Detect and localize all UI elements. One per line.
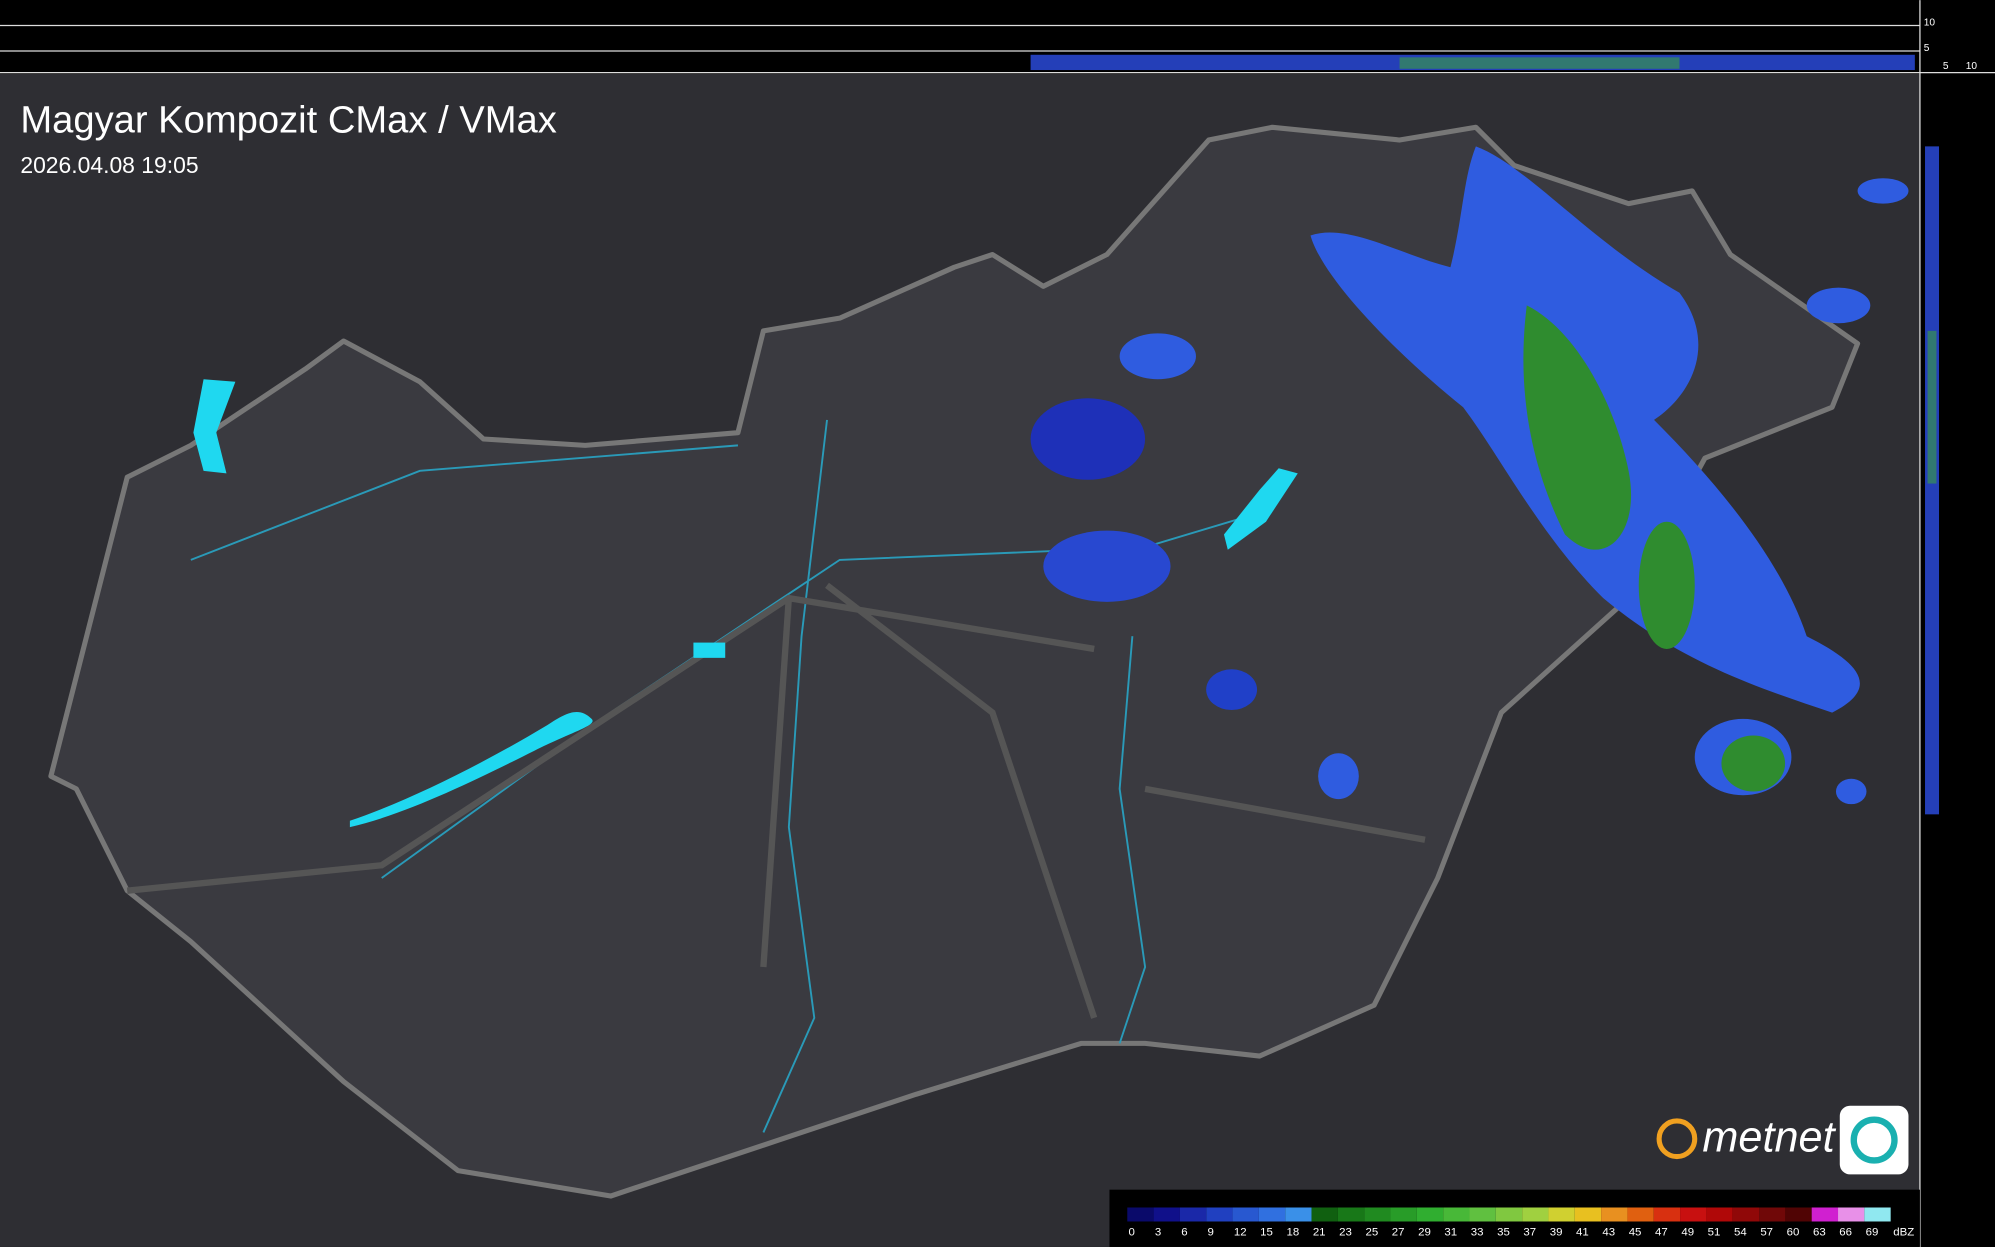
echo: [1523, 305, 1632, 550]
legend-swatch: [1548, 1207, 1575, 1222]
legend-swatch: [1522, 1207, 1549, 1222]
legend-swatch: [1864, 1207, 1891, 1222]
echo: [1638, 521, 1695, 649]
legend-label: 9: [1208, 1226, 1214, 1238]
legend-label: 6: [1181, 1226, 1187, 1238]
lake: [193, 379, 236, 474]
legend-label: 60: [1787, 1226, 1800, 1238]
legend-label: 0: [1129, 1226, 1135, 1238]
legend-swatch: [1364, 1207, 1391, 1222]
legend-swatch: [1179, 1207, 1207, 1222]
echo: [1043, 530, 1171, 602]
legend-label: 51: [1708, 1226, 1721, 1238]
echo: [1119, 333, 1196, 380]
legend-swatch: [1337, 1207, 1365, 1222]
logo-badge: [1839, 1105, 1909, 1175]
legend-swatch: [1601, 1207, 1628, 1222]
profile-tick: 5: [1943, 61, 1949, 72]
legend-label: 47: [1655, 1226, 1668, 1238]
rain-echoes: [1030, 146, 1909, 805]
legend-label: 27: [1392, 1226, 1405, 1238]
lake: [1223, 468, 1298, 550]
legend-swatch: [1285, 1207, 1312, 1222]
logo-swirl: [1850, 1116, 1898, 1164]
logo-text: metnet: [1702, 1114, 1836, 1162]
profile-tick: 10: [1966, 61, 1978, 72]
legend-swatch: [1153, 1207, 1180, 1222]
legend-label: 43: [1602, 1226, 1615, 1238]
legend-label: 3: [1155, 1226, 1161, 1238]
legend-label: 15: [1260, 1226, 1273, 1238]
legend-swatch: [1680, 1207, 1707, 1222]
legend-swatch: [1732, 1207, 1760, 1222]
timestamp: 2026.04.08 19:05: [20, 152, 198, 178]
legend-swatch: [1232, 1207, 1259, 1222]
rivers: [190, 419, 1273, 1133]
legend-swatch: [1811, 1207, 1839, 1222]
legend-swatch: [1416, 1207, 1444, 1222]
legend-swatch: [1706, 1207, 1733, 1222]
profile-tick: 5: [1924, 43, 1930, 54]
legend-label: 31: [1444, 1226, 1457, 1238]
legend-swatch: [1495, 1207, 1523, 1222]
legend-swatch: [1653, 1207, 1681, 1222]
echo: [1806, 287, 1871, 324]
echo: [1835, 778, 1867, 805]
legend-label: 39: [1550, 1226, 1563, 1238]
lake: [693, 642, 726, 658]
legend-swatch: [1258, 1207, 1286, 1222]
legend-label: 33: [1471, 1226, 1484, 1238]
legend-label: 57: [1760, 1226, 1773, 1238]
legend-swatch: [1390, 1207, 1417, 1222]
echo: [1721, 735, 1786, 792]
legend-label: 63: [1813, 1226, 1826, 1238]
lake: [349, 711, 593, 828]
legend-label: 49: [1681, 1226, 1694, 1238]
legend-label: 12: [1234, 1226, 1247, 1238]
legend-label: 45: [1629, 1226, 1642, 1238]
legend-swatch: [1443, 1207, 1470, 1222]
legend-swatch: [1627, 1207, 1654, 1222]
legend-label: 23: [1339, 1226, 1352, 1238]
legend-label: 18: [1286, 1226, 1299, 1238]
legend-label: 41: [1576, 1226, 1589, 1238]
legend-swatch: [1469, 1207, 1496, 1222]
legend-label: 21: [1313, 1226, 1326, 1238]
legend-swatch: [1311, 1207, 1338, 1222]
map-title: Magyar Kompozit CMax / VMax: [20, 98, 556, 141]
legend-swatch: [1785, 1207, 1812, 1222]
legend-label: 37: [1523, 1226, 1536, 1238]
profile-echo: [1399, 57, 1680, 69]
profile-echo: [1927, 330, 1937, 484]
legend-label: 35: [1497, 1226, 1510, 1238]
legend-unit: dBZ: [1893, 1226, 1914, 1238]
legend-swatch: [1838, 1207, 1865, 1222]
legend-label: 29: [1418, 1226, 1431, 1238]
legend-swatch: [1759, 1207, 1786, 1222]
echo: [1318, 753, 1359, 800]
logo-sun: [1656, 1118, 1698, 1160]
legend-swatch: [1574, 1207, 1602, 1222]
roads: [126, 582, 1426, 1019]
legend-swatch: [1206, 1207, 1233, 1222]
echo: [1030, 398, 1146, 480]
legend-label: 69: [1866, 1226, 1879, 1238]
legend-label: 25: [1365, 1226, 1378, 1238]
legend-label: 54: [1734, 1226, 1747, 1238]
country-border: [48, 124, 1861, 1199]
echo: [1206, 669, 1258, 711]
legend-label: 66: [1839, 1226, 1852, 1238]
profile-tick: 10: [1924, 18, 1936, 29]
echo: [1857, 178, 1909, 204]
legend-swatch: [1127, 1207, 1154, 1222]
logo: metnet: [1656, 1105, 1909, 1175]
color-legend: 0 3 6 9 12 15 18 21 23 25 27 29 31 33 35 37 39 41 43 45 47 49…: [1127, 1207, 1914, 1238]
